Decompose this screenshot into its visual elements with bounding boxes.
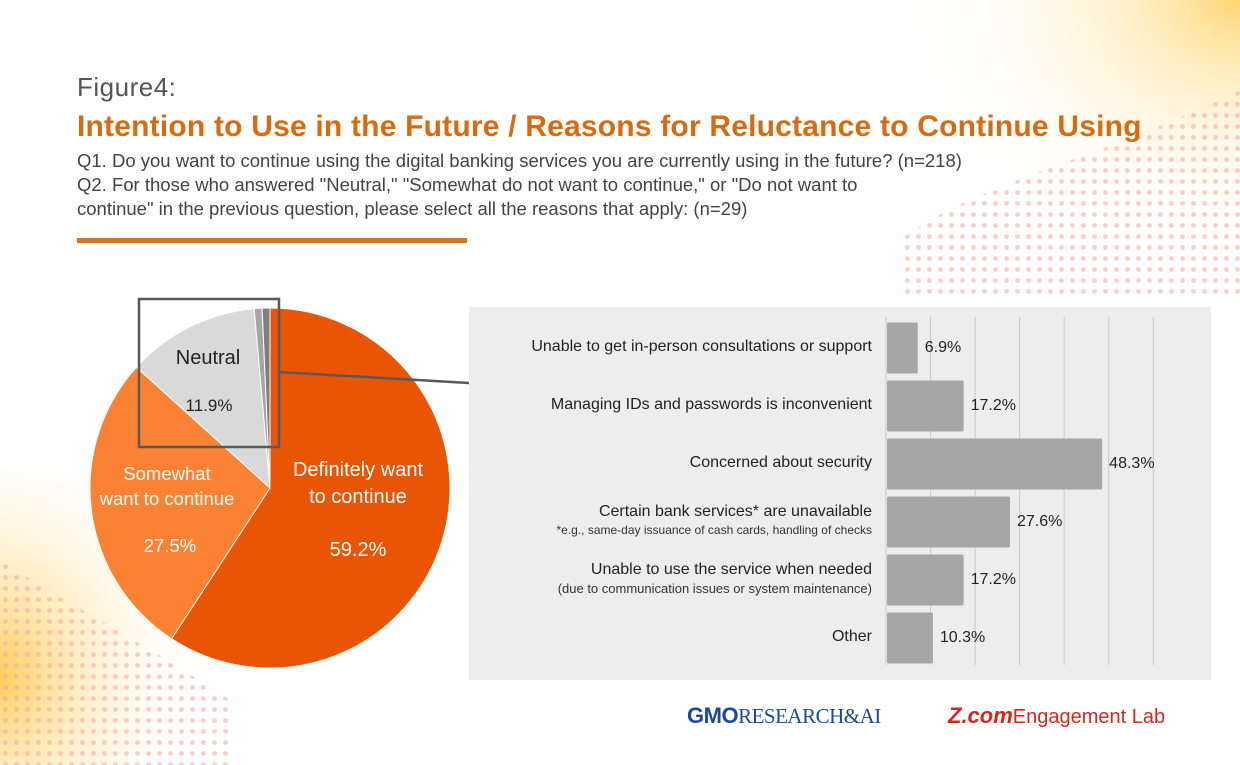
callout-connector-line — [278, 370, 470, 385]
bar-category-label: Other — [831, 628, 872, 645]
pie-slice-value: 11.9% — [186, 396, 233, 415]
gmo-logo-mark: GMO — [687, 703, 739, 728]
reasons-bar-chart: 6.9% Unable to get in-person consultation… — [469, 307, 1211, 680]
zcom-logo-mark: Z.com — [948, 703, 1013, 728]
pie-slice-label: want to continue — [99, 488, 235, 509]
question-2-line-1: Q2. For those who answered "Neutral," "S… — [77, 174, 858, 195]
bar-value-label: 17.2% — [970, 571, 1016, 588]
gmo-logo-text: RESEARCH&AI — [738, 704, 881, 728]
bar — [887, 438, 1103, 490]
bar-value-label: 10.3% — [939, 629, 986, 646]
bar-category-label: Certain bank services* are unavailable — [598, 503, 872, 520]
bar — [887, 322, 918, 374]
bar-value-label: 6.9% — [924, 339, 962, 356]
bar-plot-area — [885, 317, 1154, 665]
pie-slice-label: Somewhat — [123, 463, 210, 484]
bar-category-label: Concerned about security — [689, 454, 872, 471]
chart-title: Intention to Use in the Future / Reasons… — [77, 110, 1142, 143]
pie-slice-definitely — [170, 307, 451, 669]
pie-slice-label: Neutral — [176, 347, 240, 369]
pie-slice-value: 59.2% — [330, 539, 387, 561]
figure-label: Figure4: — [77, 72, 177, 102]
bar — [887, 380, 964, 432]
bar-value-label: 27.6% — [1016, 513, 1063, 530]
bar-category-note: *e.g., same-day issuance of cash cards, … — [556, 523, 872, 537]
pie-slice-neutral — [135, 308, 271, 490]
bar-category-label: Unable to get in-person consultations or… — [531, 338, 872, 355]
pie-slice-value: 27.5% — [144, 535, 196, 556]
zcom-logo-text: Engagement Lab — [1012, 706, 1166, 728]
title-underline — [77, 238, 467, 243]
bar-value-label: 48.3% — [1109, 455, 1155, 472]
question-1: Q1. Do you want to continue using the di… — [77, 150, 962, 171]
zcom-engagement-lab-logo: Z.comEngagement Lab — [948, 703, 1165, 729]
bar-category-note: (due to communication issues or system m… — [557, 581, 872, 596]
bar — [887, 612, 933, 664]
pie-slice-minor-b — [261, 307, 271, 489]
pie-chart: Definitely want to continue 59.2% Somewhat w… — [89, 297, 470, 669]
pie-slice-somewhat — [89, 366, 271, 640]
bar — [887, 496, 1010, 548]
pie-slice-label: to continue — [309, 486, 407, 508]
bar-category-label: Unable to use the service when needed — [590, 561, 872, 578]
bar-value-label: 17.2% — [970, 397, 1016, 414]
bar — [887, 554, 964, 606]
pie-slice-label: Definitely want — [293, 459, 424, 481]
bar-category-label: Managing IDs and passwords is inconvenie… — [550, 396, 872, 413]
gmo-research-logo: GMORESEARCH&AI — [687, 703, 881, 729]
question-2-line-2: continue" in the previous question, plea… — [77, 198, 748, 219]
